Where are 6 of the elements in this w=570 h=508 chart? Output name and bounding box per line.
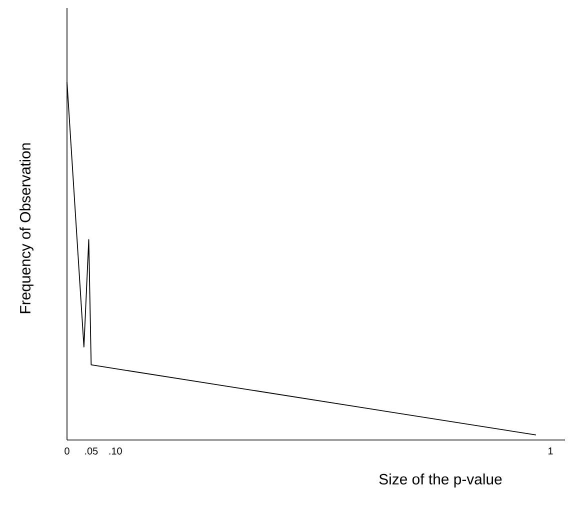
x-tick-label: 0 — [64, 448, 70, 455]
x-tick-label: .10 — [109, 448, 122, 455]
x-axis-title: Size of the p-value — [379, 474, 502, 488]
x-tick-label: 1 — [548, 448, 553, 454]
y-axis-title: Frequency of Observation — [20, 143, 34, 314]
x-tick-label: .05 — [85, 448, 98, 455]
